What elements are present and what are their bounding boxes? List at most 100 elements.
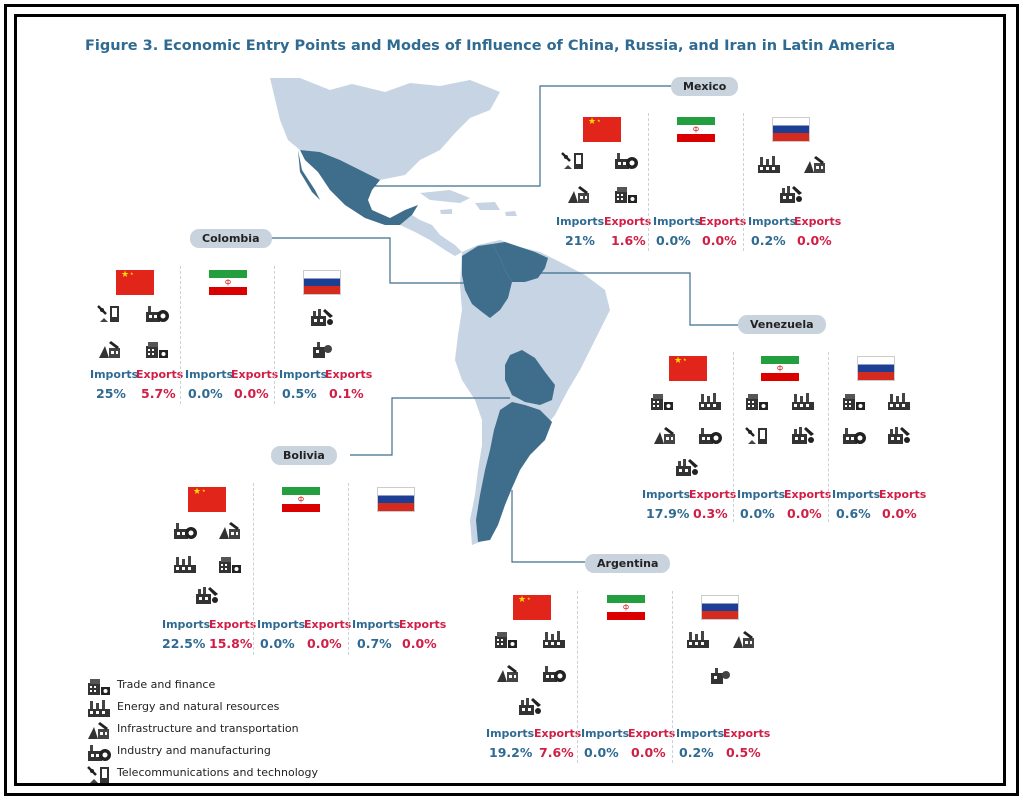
energy-icon xyxy=(86,697,112,719)
telecom-icon xyxy=(560,149,586,171)
infrastructure-icon xyxy=(86,719,112,741)
imports-label: Imports xyxy=(676,727,725,740)
industry-hybrid-icon xyxy=(309,306,335,328)
russia-flag xyxy=(701,595,739,620)
bolivia-iran-col: ф Imports Exports 0.0% 0.0% xyxy=(253,483,351,655)
legend-item-energy: Energy and natural resources xyxy=(86,697,346,717)
argentina-shape xyxy=(476,402,552,542)
imports-label: Imports xyxy=(486,727,535,740)
trade-icon xyxy=(217,553,243,575)
imports-label: Imports xyxy=(556,215,605,228)
industry-hybrid-icon xyxy=(778,183,804,205)
legend-label: Energy and natural resources xyxy=(117,700,280,713)
industry-icon xyxy=(172,519,198,541)
legend-label: Trade and finance xyxy=(117,678,216,691)
china-flag: ★ ★ xyxy=(116,270,154,295)
russia-flag xyxy=(303,270,341,295)
exports-value: 0.0% xyxy=(882,506,917,521)
imports-label: Imports xyxy=(653,215,702,228)
telecom-icon xyxy=(96,302,122,324)
exports-value: 0.0% xyxy=(402,636,437,651)
imports-label: Imports xyxy=(748,215,797,228)
telecom-icon xyxy=(744,424,770,446)
energy-icon xyxy=(790,390,816,412)
industry-hybrid-icon xyxy=(886,424,912,446)
imports-label: Imports xyxy=(737,488,786,501)
telecom-icon xyxy=(86,763,112,785)
imports-label: Imports xyxy=(832,488,881,501)
central-america-land xyxy=(400,215,462,256)
energy-icon xyxy=(756,153,782,175)
colombia-label: Colombia xyxy=(190,229,272,248)
energy-icon xyxy=(541,628,567,650)
exports-value: 0.5% xyxy=(726,745,761,760)
argentina-iran-col: ф Imports Exports 0.0% 0.0% xyxy=(577,591,675,763)
exports-label: Exports xyxy=(209,618,257,631)
imports-value: 17.9% xyxy=(646,506,690,521)
exports-label: Exports xyxy=(304,618,352,631)
imports-label: Imports xyxy=(257,618,306,631)
bolivia-shape xyxy=(505,350,555,405)
industry-icon xyxy=(697,424,723,446)
energy-icon xyxy=(886,390,912,412)
iran-flag: ф xyxy=(677,117,715,142)
industry-icon xyxy=(613,149,639,171)
bolivia-china-col: ★ ★ Imports Exports 22.5% 15.8% xyxy=(160,483,256,655)
china-flag: ★ ★ xyxy=(188,487,226,512)
exports-value: 0.1% xyxy=(329,386,364,401)
bolivia-russia-col: Imports Exports 0.7% 0.0% xyxy=(348,483,446,655)
imports-value: 0.6% xyxy=(836,506,871,521)
exports-value: 15.8% xyxy=(209,636,253,651)
industry-small-icon xyxy=(707,664,733,686)
exports-label: Exports xyxy=(699,215,747,228)
infrastructure-icon xyxy=(495,662,521,684)
exports-label: Exports xyxy=(628,727,676,740)
argentina-china-col: ★ ★ Imports Exports 19.2% 7.6% xyxy=(484,591,581,763)
figure-title: Figure 3. Economic Entry Points and Mode… xyxy=(85,38,896,54)
exports-value: 0.0% xyxy=(787,506,822,521)
iran-flag: ф xyxy=(761,356,799,381)
trade-icon xyxy=(144,338,170,360)
russia-flag xyxy=(377,487,415,512)
trade-icon xyxy=(493,628,519,650)
imports-value: 25% xyxy=(96,386,126,401)
outer-frame xyxy=(4,4,1019,796)
infrastructure-icon xyxy=(217,519,243,541)
colombia-shape xyxy=(462,244,512,318)
exports-value: 0.0% xyxy=(307,636,342,651)
trade-icon xyxy=(649,390,675,412)
exports-label: Exports xyxy=(689,488,737,501)
exports-value: 5.7% xyxy=(141,386,176,401)
industry-icon xyxy=(86,741,112,763)
imports-value: 0.2% xyxy=(751,233,786,248)
exports-value: 0.0% xyxy=(631,745,666,760)
imports-label: Imports xyxy=(185,368,234,381)
imports-label: Imports xyxy=(90,368,139,381)
industry-hybrid-icon xyxy=(674,456,700,478)
argentina-label: Argentina xyxy=(585,554,671,573)
exports-label: Exports xyxy=(534,727,582,740)
china-flag: ★ ★ xyxy=(513,595,551,620)
imports-value: 19.2% xyxy=(489,745,533,760)
exports-value: 0.3% xyxy=(693,506,728,521)
colombia-china-col: ★ ★ Imports Exports 25% 5.7% xyxy=(88,266,183,404)
china-flag: ★ ★ xyxy=(583,117,621,142)
venezuela-label: Venezuela xyxy=(738,315,826,334)
energy-icon xyxy=(697,390,723,412)
infrastructure-icon xyxy=(566,183,592,205)
infrastructure-icon xyxy=(652,424,678,446)
infrastructure-icon xyxy=(97,338,123,360)
mexico-russia-col: Imports Exports 0.2% 0.0% xyxy=(743,113,841,251)
energy-icon xyxy=(685,628,711,650)
bolivia-label: Bolivia xyxy=(271,446,337,465)
venezuela-iran-col: ф Imports Exports 0.0% 0.0% xyxy=(733,352,831,522)
imports-value: 0.0% xyxy=(740,506,775,521)
iran-flag: ф xyxy=(607,595,645,620)
trade-icon xyxy=(744,390,770,412)
exports-value: 7.6% xyxy=(539,745,574,760)
mexico-iran-col: ф Imports Exports 0.0% 0.0% xyxy=(648,113,746,251)
caribbean-islands xyxy=(420,190,517,216)
industry-hybrid-icon xyxy=(790,424,816,446)
industry-hybrid-icon xyxy=(194,584,220,606)
